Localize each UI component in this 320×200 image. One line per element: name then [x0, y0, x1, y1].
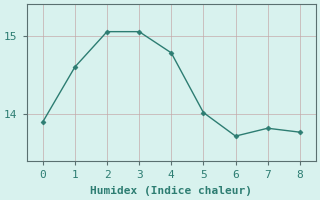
X-axis label: Humidex (Indice chaleur): Humidex (Indice chaleur) [90, 186, 252, 196]
